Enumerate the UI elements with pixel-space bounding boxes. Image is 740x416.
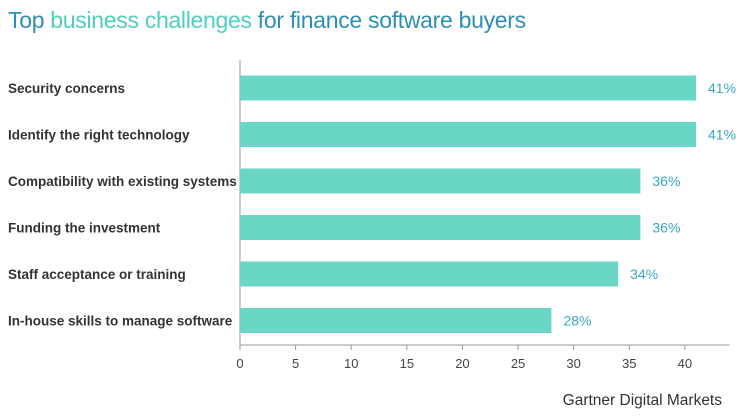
title-part-2: business challenges <box>50 7 252 33</box>
value-label: 28% <box>563 313 591 329</box>
title-part-1: Top <box>8 7 51 33</box>
brand-footer: Gartner Digital Markets <box>562 392 722 409</box>
x-tick-label: 25 <box>511 356 525 371</box>
bar <box>240 261 619 287</box>
x-tick-label: 15 <box>400 356 414 371</box>
bar <box>240 122 696 147</box>
bar <box>240 168 641 194</box>
category-label: Identify the right technology <box>8 128 190 143</box>
value-label: 34% <box>630 266 658 282</box>
bar <box>240 75 696 101</box>
value-label: 36% <box>652 220 680 236</box>
category-label: Compatibility with existing systems <box>8 174 237 189</box>
x-tick-label: 30 <box>566 356 580 371</box>
x-tick-label: 20 <box>455 356 469 371</box>
x-tick-label: 5 <box>292 356 299 371</box>
category-label: Staff acceptance or training <box>8 267 186 282</box>
value-label: 41% <box>708 80 736 96</box>
category-label: Security concerns <box>8 81 125 96</box>
value-label: 36% <box>652 173 680 189</box>
bar <box>240 215 641 240</box>
x-tick-label: 35 <box>622 356 636 371</box>
x-tick-label: 10 <box>344 356 358 371</box>
category-label: Funding the investment <box>8 221 161 236</box>
bar <box>240 308 552 333</box>
title-part-3: for finance software buyers <box>251 7 526 33</box>
chart-title: Top business challenges for finance soft… <box>8 7 526 34</box>
x-tick-label: 40 <box>678 356 692 371</box>
category-label: In-house skills to manage software <box>8 314 233 329</box>
value-label: 41% <box>708 127 736 143</box>
x-tick-label: 0 <box>236 356 243 371</box>
